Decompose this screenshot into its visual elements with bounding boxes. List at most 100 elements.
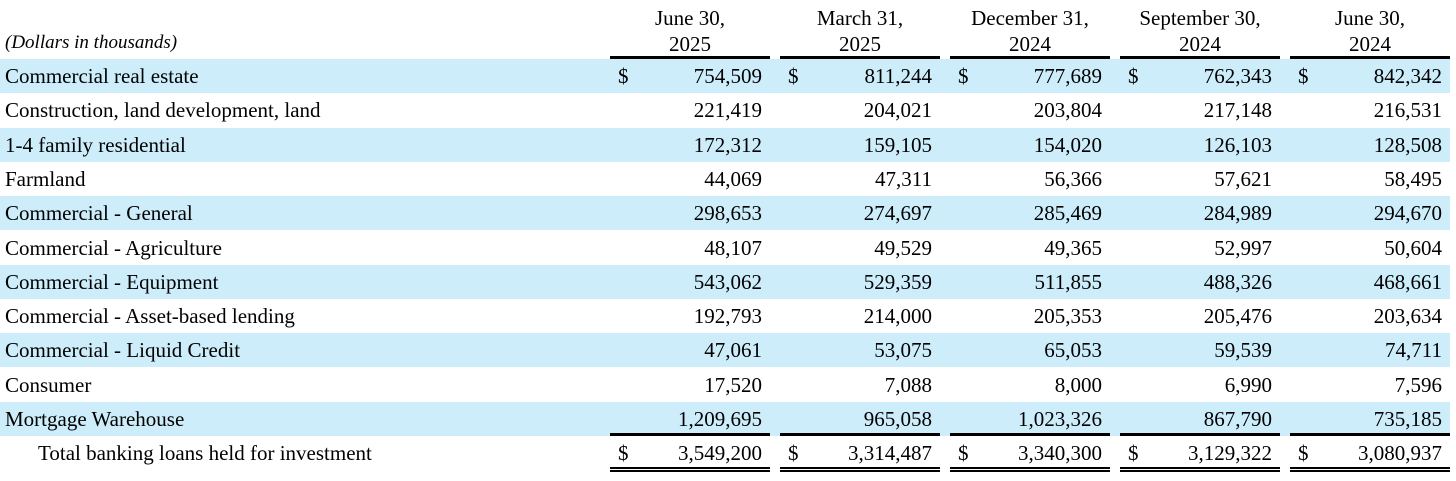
column-header: June 30, 2024	[1290, 5, 1450, 59]
cell-value: 298,653	[693, 201, 762, 226]
table-cell: 203,634	[1290, 299, 1450, 333]
cell-value: 44,069	[704, 166, 762, 191]
row-label: 1-4 family residential	[5, 132, 186, 157]
cell-value: 17,520	[704, 372, 762, 397]
table-row: 1-4 family residential 172,312 159,105 154,…	[0, 127, 1450, 162]
units-label: (Dollars in thousands)	[5, 32, 178, 53]
cell-value: 49,365	[1044, 235, 1102, 260]
cell-value: 65,053	[1044, 338, 1102, 363]
table-cell: 47,311	[780, 162, 940, 196]
table-cell: 58,495	[1290, 162, 1450, 196]
table-row: Consumer 17,520 7,088 8,000 6,990 7,596	[0, 368, 1450, 402]
cell-value: 53,075	[874, 338, 932, 363]
cell-value: 217,148	[1203, 98, 1272, 123]
cell-value: 49,529	[874, 235, 932, 260]
cell-value: 3,129,322	[1188, 441, 1272, 466]
table-cell: 6,990	[1120, 368, 1280, 402]
cell-value: 777,689	[1033, 64, 1102, 88]
table-cell: 52,997	[1120, 231, 1280, 265]
table-cell: 298,653	[610, 196, 770, 230]
currency-symbol: $	[1128, 64, 1139, 88]
column-header: December 31, 2024	[950, 5, 1110, 59]
table-cell: 468,661	[1290, 265, 1450, 299]
table-cell: 203,804	[950, 93, 1110, 127]
row-label: Commercial - Liquid Credit	[5, 338, 241, 363]
table-cell: 44,069	[610, 162, 770, 196]
row-label: Commercial real estate	[5, 64, 199, 88]
cell-value: 58,495	[1384, 166, 1442, 191]
table-cell: 284,989	[1120, 196, 1280, 230]
table-cell: 172,312	[610, 128, 770, 162]
table-cell: 204,021	[780, 93, 940, 127]
cell-value: 3,314,487	[848, 441, 932, 466]
row-label: Consumer	[5, 372, 92, 397]
column-header-line1: June 30,	[1335, 6, 1405, 30]
cell-value: 6,990	[1224, 372, 1272, 397]
table-row: Commercial - Asset-based lending 192,793 2…	[0, 299, 1450, 333]
cell-value: 48,107	[704, 235, 762, 260]
table-cell: 128,508	[1290, 128, 1450, 162]
total-row: Total banking loans held for investment $…	[0, 436, 1450, 473]
table-row: Farmland 44,069 47,311 56,366 57,621 58,495	[0, 162, 1450, 196]
currency-symbol: $	[958, 64, 969, 88]
row-label: Total banking loans held for investment	[38, 441, 372, 466]
table-cell: $3,080,937	[1290, 436, 1450, 473]
row-label: Commercial - Equipment	[5, 269, 219, 294]
cell-value: 1,023,326	[1018, 407, 1102, 431]
row-label: Commercial - General	[5, 201, 193, 226]
cell-value: 488,326	[1203, 269, 1272, 294]
cell-value: 203,634	[1373, 304, 1442, 329]
column-header-line1: December 31,	[971, 6, 1089, 30]
cell-value: 3,549,200	[678, 441, 762, 466]
table-cell: $3,340,300	[950, 436, 1110, 473]
cell-value: 511,855	[1034, 269, 1102, 294]
table-cell: 57,621	[1120, 162, 1280, 196]
table-cell: 216,531	[1290, 93, 1450, 127]
cell-value: 811,244	[864, 64, 932, 88]
table-cell: 965,058	[780, 402, 940, 436]
table-cell: $3,129,322	[1120, 436, 1280, 473]
cell-value: 543,062	[693, 269, 762, 294]
column-header: June 30, 2025	[610, 5, 770, 59]
cell-value: 154,020	[1033, 132, 1102, 157]
table-cell: 154,020	[950, 128, 1110, 162]
table-cell: 53,075	[780, 333, 940, 367]
currency-symbol: $	[1298, 441, 1309, 466]
column-header-line1: September 30,	[1139, 6, 1261, 30]
cell-value: 468,661	[1373, 269, 1442, 294]
currency-symbol: $	[1128, 441, 1139, 466]
cell-value: 126,103	[1203, 132, 1272, 157]
column-header-line1: March 31,	[816, 6, 904, 30]
cell-value: 285,469	[1033, 201, 1102, 226]
cell-value: 204,021	[863, 98, 932, 123]
currency-symbol: $	[958, 441, 969, 466]
table-cell: $842,342	[1290, 59, 1450, 93]
table-cell: 274,697	[780, 196, 940, 230]
table-row: Mortgage Warehouse 1,209,695 965,058 1,023,…	[0, 402, 1450, 436]
table-cell: $811,244	[780, 59, 940, 93]
cell-value: 529,359	[863, 269, 932, 294]
cell-value: 7,088	[884, 372, 932, 397]
cell-value: 221,419	[693, 98, 762, 123]
cell-value: 294,670	[1373, 201, 1442, 226]
table-cell: 214,000	[780, 299, 940, 333]
cell-value: 7,596	[1394, 372, 1442, 397]
cell-value: 274,697	[863, 201, 932, 226]
cell-value: 47,311	[875, 166, 932, 191]
table-cell: 47,061	[610, 333, 770, 367]
currency-symbol: $	[618, 64, 629, 88]
cell-value: 52,997	[1214, 235, 1272, 260]
table-cell: 56,366	[950, 162, 1110, 196]
cell-value: 205,476	[1203, 304, 1272, 329]
table-cell: 7,088	[780, 368, 940, 402]
table-row: Commercial - Liquid Credit 47,061 53,075 65…	[0, 333, 1450, 368]
column-header-line1: June 30,	[655, 6, 725, 30]
table-cell: 294,670	[1290, 196, 1450, 230]
table-cell: 285,469	[950, 196, 1110, 230]
cell-value: 3,340,300	[1018, 441, 1102, 466]
table-cell: $777,689	[950, 59, 1110, 93]
currency-symbol: $	[788, 441, 799, 466]
table-cell: 49,365	[950, 231, 1110, 265]
table-cell: 529,359	[780, 265, 940, 299]
table-cell: 205,476	[1120, 299, 1280, 333]
